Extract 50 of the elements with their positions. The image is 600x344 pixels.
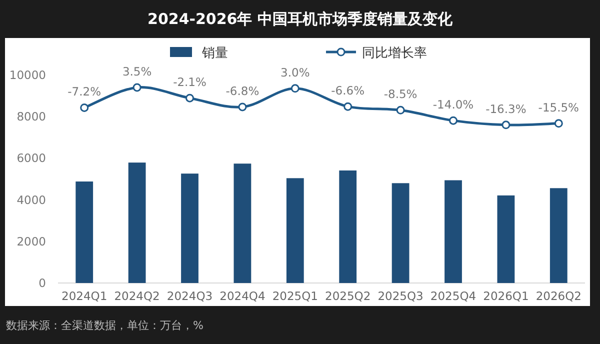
point <box>502 120 510 130</box>
bar <box>550 188 568 283</box>
data-label: -6.8% <box>226 84 260 98</box>
source-note: 数据来源：全渠道数据，单位：万台，% <box>6 319 204 332</box>
point <box>396 106 405 114</box>
bar <box>181 174 198 283</box>
x-tick-label: 2024Q3 <box>166 289 213 303</box>
data-label: 3.5% <box>122 64 152 78</box>
bar <box>234 164 252 283</box>
y-tick-label: 6000 <box>16 151 46 166</box>
point <box>554 119 563 128</box>
bar <box>497 195 515 283</box>
x-tick-label: 2025Q3 <box>378 289 424 303</box>
bar <box>392 183 410 283</box>
data-label: -7.2% <box>68 84 102 99</box>
data-label: -6.6% <box>331 84 365 98</box>
bar <box>444 180 462 283</box>
legend-label: 销量 <box>201 46 228 61</box>
data-label: -15.5% <box>538 100 580 114</box>
data-label: 3.0% <box>280 65 310 80</box>
x-tick-label: 2025Q4 <box>430 289 476 303</box>
point <box>132 83 142 92</box>
data-label: -8.5% <box>384 87 418 102</box>
x-tick-label: 2026Q1 <box>483 289 529 303</box>
bar <box>76 181 94 283</box>
x-tick-label: 2024Q1 <box>62 289 108 303</box>
y-tick-label: 8000 <box>16 110 46 124</box>
y-tick-label: 4000 <box>16 192 46 207</box>
chart-title: 2024-2026年 中国耳机市场季度销量及变化 <box>148 10 454 28</box>
x-tick-label: 2025Q2 <box>325 289 371 303</box>
point <box>186 94 194 102</box>
x-tick-label: 2024Q4 <box>220 289 266 303</box>
x-tick-label: 2026Q2 <box>536 289 582 303</box>
point <box>238 102 247 112</box>
y-tick-label: 10000 <box>9 68 46 82</box>
x-tick-label: 2024Q2 <box>114 289 160 303</box>
point <box>290 84 300 93</box>
y-tick-label: 0 <box>38 276 46 290</box>
bar <box>286 178 304 283</box>
y-tick-label: 2000 <box>16 234 46 248</box>
data-label: -14.0% <box>432 98 474 112</box>
point <box>80 103 89 112</box>
legend-label: 同比增长率 <box>362 45 427 61</box>
x-tick-label: 2025Q1 <box>272 289 318 303</box>
bar <box>128 162 146 283</box>
point <box>449 116 458 125</box>
bar <box>339 170 357 283</box>
data-label: -16.3% <box>486 102 526 116</box>
point <box>344 102 352 111</box>
data-label: -2.1% <box>173 75 206 90</box>
